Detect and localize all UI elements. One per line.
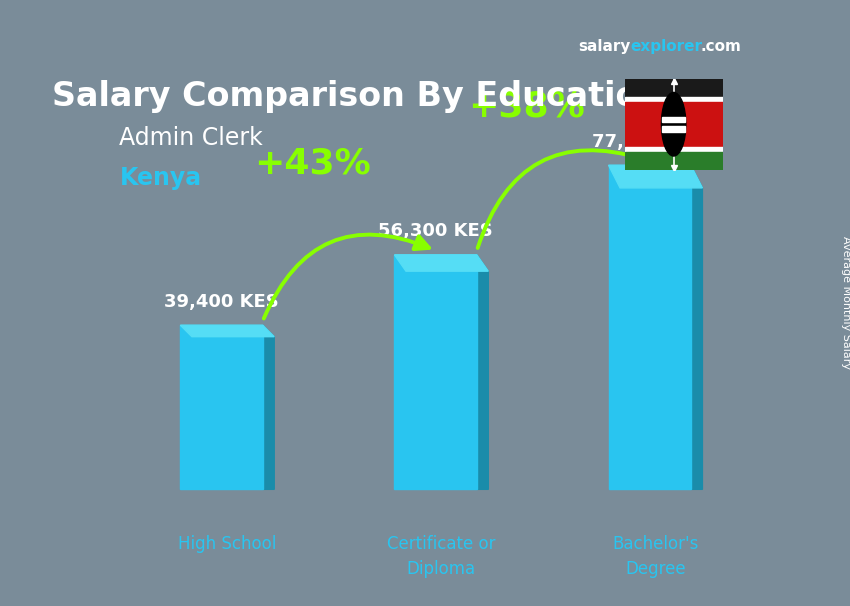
Text: explorer: explorer [631, 39, 703, 55]
Bar [180, 325, 263, 490]
Bar [609, 165, 691, 490]
Text: Kenya: Kenya [119, 166, 201, 190]
Text: Salary Comparison By Education: Salary Comparison By Education [52, 80, 661, 113]
Bar [662, 117, 685, 122]
Text: High School: High School [178, 535, 276, 553]
Text: 56,300 KES: 56,300 KES [378, 222, 493, 240]
Text: +38%: +38% [468, 90, 585, 124]
Ellipse shape [661, 92, 686, 156]
Text: 77,800 KES: 77,800 KES [592, 133, 707, 151]
Text: +43%: +43% [254, 146, 371, 180]
Polygon shape [609, 165, 702, 188]
Bar [662, 126, 685, 132]
Text: Bachelor's
Degree: Bachelor's Degree [612, 535, 699, 578]
Polygon shape [691, 165, 702, 490]
Bar [625, 147, 722, 152]
Bar [625, 79, 722, 97]
Text: Average Monthly Salary: Average Monthly Salary [841, 236, 850, 370]
Polygon shape [477, 255, 488, 490]
Polygon shape [263, 325, 275, 490]
Bar [394, 255, 477, 490]
Bar [625, 101, 722, 147]
Text: Admin Clerk: Admin Clerk [119, 127, 264, 150]
Bar [625, 152, 722, 170]
Bar [625, 97, 722, 101]
Text: .com: .com [700, 39, 741, 55]
Text: Certificate or
Diploma: Certificate or Diploma [387, 535, 496, 578]
Polygon shape [180, 325, 275, 337]
Polygon shape [394, 255, 488, 271]
Text: salary: salary [578, 39, 631, 55]
Text: 39,400 KES: 39,400 KES [164, 293, 279, 311]
